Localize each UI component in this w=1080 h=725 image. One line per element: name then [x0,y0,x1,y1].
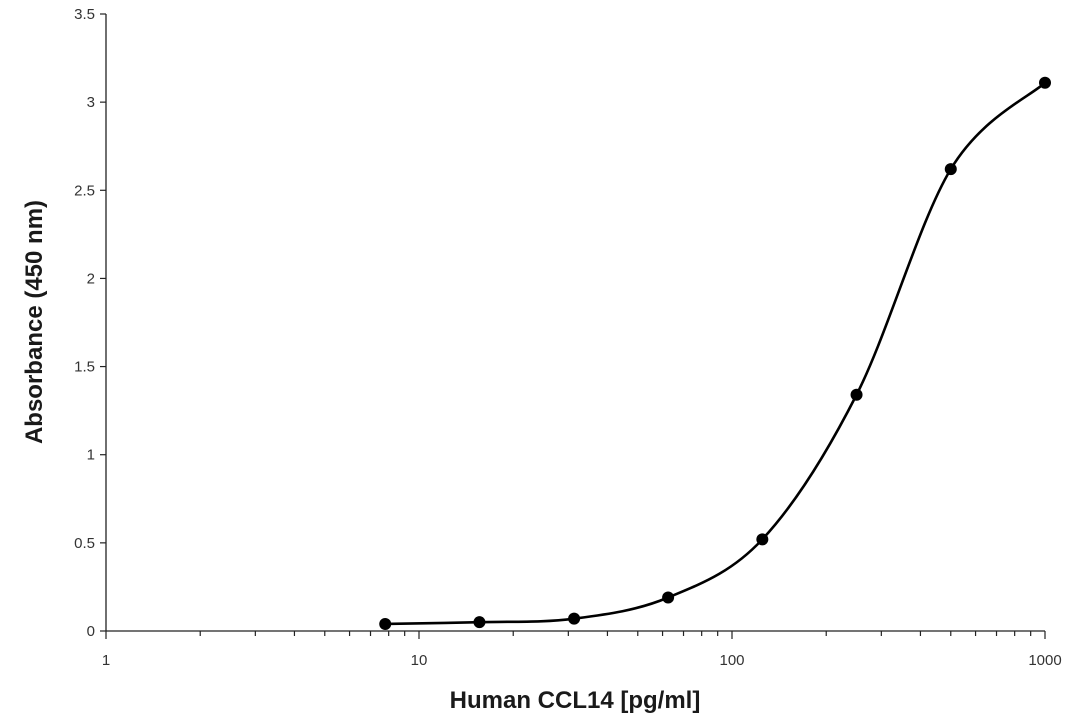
data-point [1039,76,1051,89]
y-axis-ticks: 0 0.5 1 1.5 2 2.5 3 3.5 [74,6,106,640]
data-point [473,616,486,629]
x-tick-label: 1 [102,652,110,669]
data-point [756,533,769,546]
x-tick-label: 1000 [1028,652,1061,669]
data-point [850,388,863,401]
x-tick-label: 10 [411,652,428,669]
y-axis-title: Absorbance (450 nm) [21,200,48,444]
y-tick-label: 0.5 [74,535,95,552]
y-tick-label: 3.5 [74,6,95,23]
data-point [568,612,581,625]
x-axis-title: Human CCL14 [pg/ml] [450,687,701,714]
y-tick-label: 1.5 [74,359,95,376]
series-line [385,81,1046,626]
y-tick-label: 2.5 [74,182,95,199]
data-point [662,591,675,604]
x-tick-label: 100 [719,652,744,669]
data-points [379,76,1051,630]
y-tick-label: 2 [87,270,95,287]
y-tick-label: 0 [87,623,95,640]
y-tick-label: 1 [87,447,95,464]
data-point [379,617,392,630]
data-point [944,163,957,176]
x-axis-ticks: 1 10 100 1000 [102,631,1062,669]
y-tick-label: 3 [87,94,95,111]
